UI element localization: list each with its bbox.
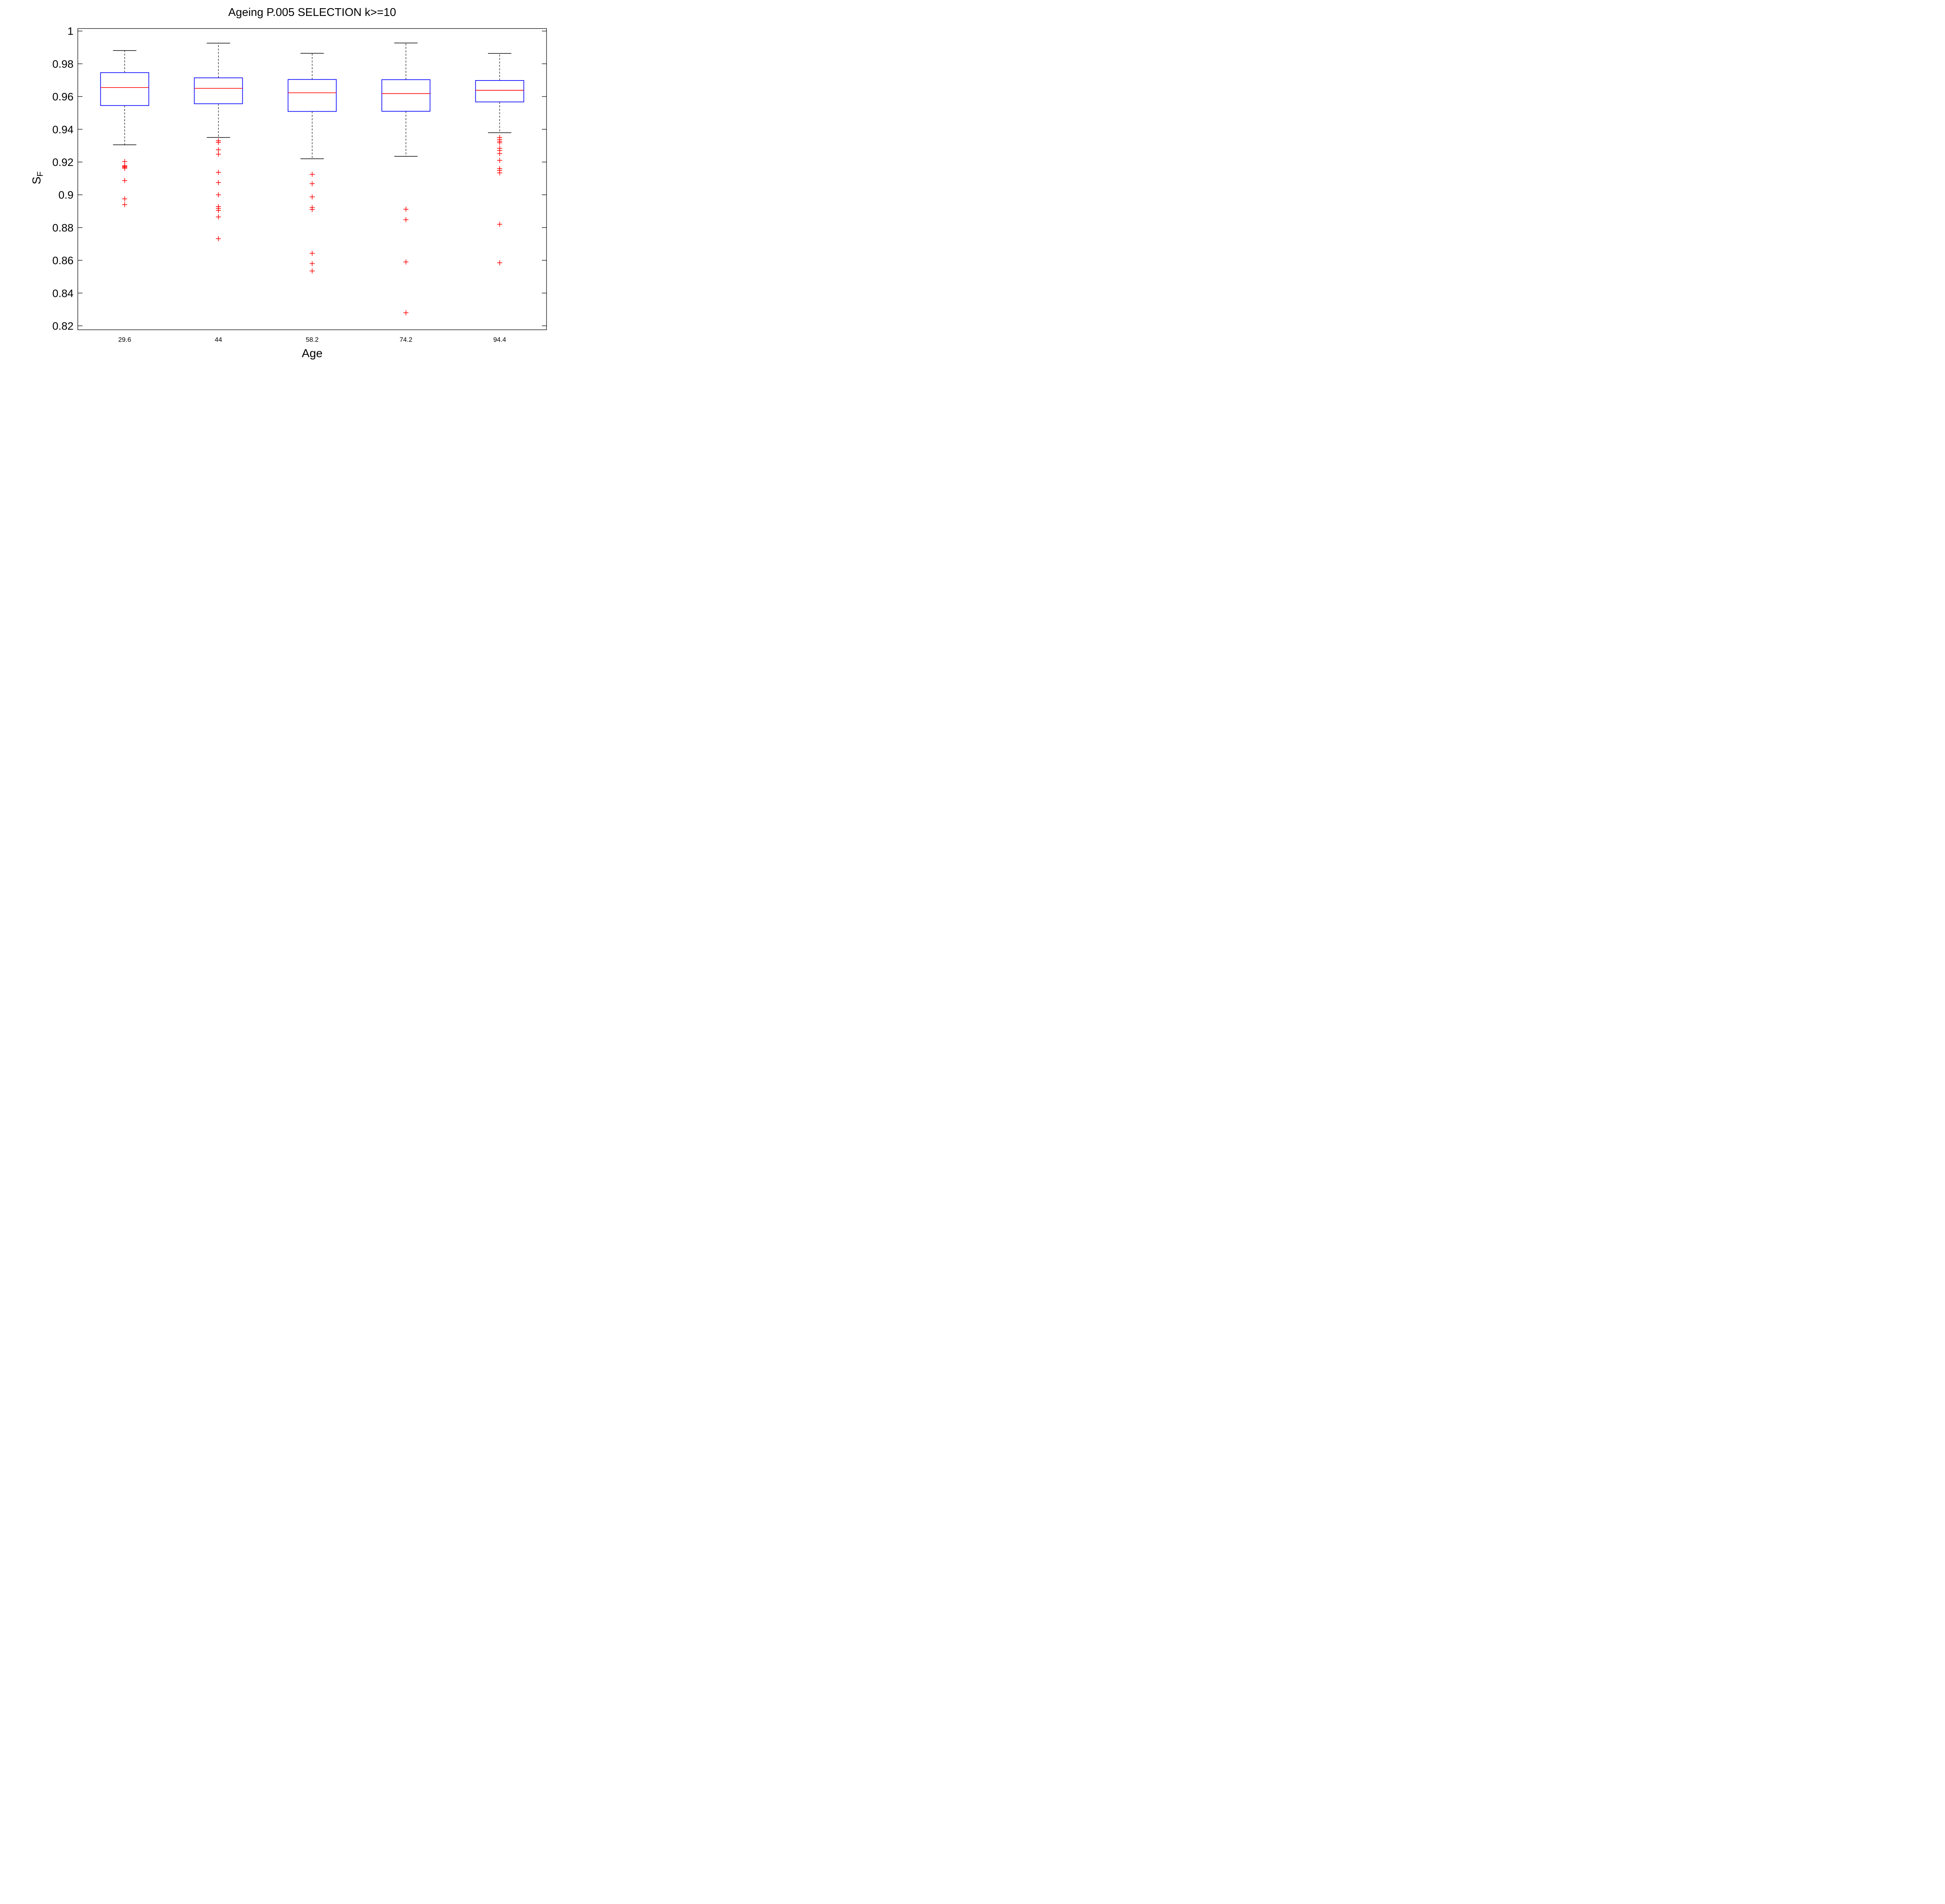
box-group-2 [194, 43, 243, 242]
iqr-box [194, 77, 243, 104]
y-tick-label: 0.88 [53, 222, 74, 234]
y-tick-label: 1 [67, 25, 74, 37]
axes-frame [77, 28, 547, 330]
y-tick-label: 0.96 [53, 91, 74, 103]
figure: Ageing P.005 SELECTION k>=10 1 0.98 0.96 0.… [0, 0, 597, 381]
y-tick-label: 0.82 [53, 320, 74, 332]
box-group-3 [287, 53, 337, 274]
iqr-box [287, 79, 337, 112]
boxplot-canvas: 1 0.98 0.96 0.94 0.92 0.9 0.88 0.86 0.84 0.82 29.6… [53, 25, 547, 344]
y-tick-label: 0.92 [53, 156, 74, 168]
iqr-box [100, 72, 149, 106]
iqr-box [381, 79, 431, 112]
box-group-1 [100, 50, 149, 207]
iqr-box [475, 80, 524, 102]
y-tick-label: 0.98 [53, 58, 74, 70]
y-tick-label: 0.9 [58, 189, 74, 201]
x-tick-label: 74.2 [400, 336, 412, 344]
box-group-4 [381, 42, 431, 316]
x-tick-label: 29.6 [118, 336, 131, 344]
y-axis-label: SF [30, 160, 45, 195]
x-tick-label: 58.2 [306, 336, 319, 344]
y-tick-label: 0.86 [53, 254, 74, 266]
x-tick-label: 94.4 [493, 336, 506, 344]
y-axis-label-main: S [30, 176, 43, 184]
y-tick-label: 0.84 [53, 287, 74, 299]
x-tick-label: 44 [215, 336, 222, 344]
y-tick-label: 0.94 [53, 123, 74, 135]
box-group-5 [475, 53, 524, 265]
x-axis-label: Age [301, 347, 323, 360]
chart-title: Ageing P.005 SELECTION k>=10 [228, 6, 396, 19]
y-axis-label-subscript: F [35, 171, 45, 177]
